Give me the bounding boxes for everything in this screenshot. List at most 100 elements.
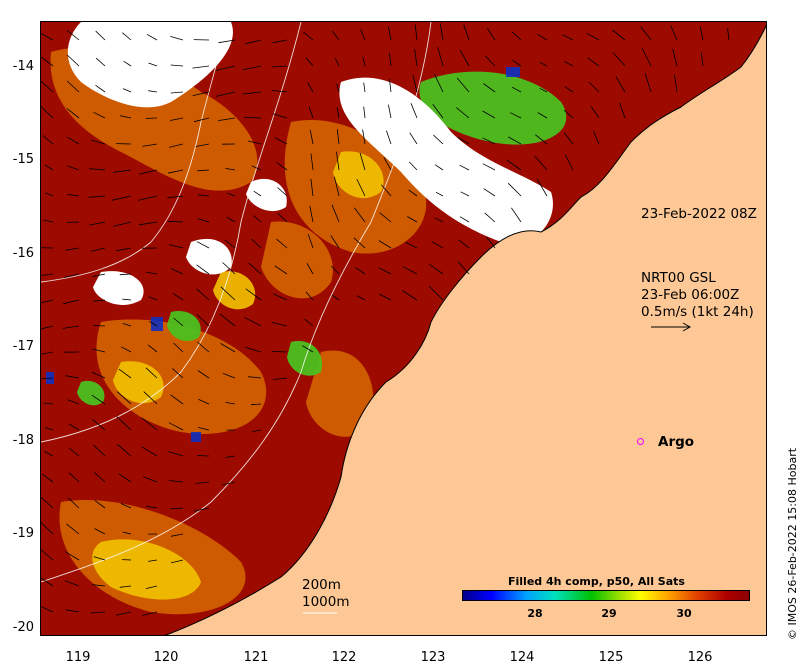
current-vector [428, 263, 444, 275]
current-vector [386, 130, 392, 145]
current-vector [433, 134, 444, 145]
current-vector [41, 351, 54, 355]
current-vector [612, 29, 626, 41]
current-vector [116, 247, 132, 252]
current-vector [672, 48, 678, 67]
current-vector [336, 83, 340, 93]
current-vector [359, 152, 366, 171]
current-vector [41, 299, 54, 304]
current-vector [122, 298, 132, 301]
current-vector [414, 48, 418, 67]
current-vector [457, 136, 470, 145]
current-vector [196, 264, 210, 275]
current-vector [118, 473, 132, 483]
current-vector [218, 117, 236, 121]
current-vector [172, 292, 184, 301]
current-vector [222, 373, 236, 379]
current-vector [336, 129, 340, 145]
current-vector [539, 61, 548, 67]
current-vector [167, 169, 184, 174]
current-vector [116, 443, 132, 457]
y-tick: -17 [12, 339, 34, 354]
current-vector [43, 219, 54, 223]
argo-float-marker[interactable] [637, 438, 644, 445]
current-vector [41, 106, 54, 119]
current-vector [510, 112, 522, 119]
current-vector [220, 343, 236, 353]
current-vector [457, 261, 470, 275]
current-vector [143, 476, 158, 483]
current-vector [251, 238, 262, 249]
current-vector [94, 528, 106, 535]
current-vector [148, 559, 158, 562]
current-vector [410, 103, 418, 119]
current-vector [274, 265, 288, 275]
current-vector [141, 446, 158, 457]
current-vector [170, 91, 184, 94]
current-vector [41, 549, 54, 561]
current-vector [169, 143, 184, 148]
current-vector [362, 129, 366, 145]
current-vector [242, 91, 262, 95]
current-vector [512, 59, 522, 67]
current-vector [619, 102, 626, 119]
current-vector [192, 65, 210, 69]
current-vector [670, 25, 678, 41]
current-vector [309, 129, 314, 145]
sst-yellow-patches [92, 151, 384, 600]
current-vector [142, 611, 158, 616]
current-vector [253, 215, 262, 223]
current-vector [439, 23, 444, 41]
current-vector [216, 65, 236, 71]
current-vector [307, 234, 314, 249]
current-vector [89, 168, 106, 171]
current-vector [41, 273, 54, 276]
current-vector [482, 163, 496, 171]
current-vector [119, 273, 132, 276]
current-vector [227, 192, 236, 197]
sst-map-canvas [41, 22, 766, 635]
current-vector [64, 273, 80, 278]
current-vector [215, 91, 236, 97]
y-tick: -14 [12, 59, 34, 74]
y-tick: -20 [12, 620, 34, 635]
current-vector [354, 207, 366, 223]
current-vector [244, 316, 262, 327]
current-vector [120, 503, 132, 509]
current-vector [511, 207, 522, 223]
current-vector [305, 57, 314, 67]
current-vector [563, 132, 574, 145]
y-tick: -18 [12, 433, 34, 448]
current-vector [90, 611, 106, 614]
current-vector [564, 154, 574, 171]
current-vector [225, 455, 236, 458]
current-vector [93, 299, 106, 302]
current-vector [167, 220, 184, 223]
current-vector [381, 184, 392, 197]
current-vector [222, 262, 236, 275]
x-tick: 125 [598, 650, 624, 665]
current-vector [331, 30, 340, 41]
current-vector [66, 108, 80, 119]
sst-map[interactable] [40, 21, 767, 636]
current-vector [65, 375, 80, 379]
current-vector [219, 313, 236, 327]
colorbar-title: Filled 4h comp, p50, All Sats [508, 575, 685, 588]
current-vector [173, 342, 184, 353]
current-vector [225, 168, 236, 171]
current-vector [67, 30, 80, 41]
current-vector [65, 609, 80, 613]
current-vector [334, 58, 340, 67]
current-vector [170, 36, 184, 41]
current-vector [310, 178, 314, 197]
current-vector [404, 241, 418, 249]
current-vector [197, 194, 210, 197]
current-vector [169, 507, 184, 510]
sst-colorbar [462, 590, 750, 601]
current-vector [95, 84, 106, 93]
current-vector [378, 267, 392, 275]
current-vector [276, 238, 288, 249]
current-vector [170, 64, 184, 67]
current-vector [303, 31, 314, 41]
current-vector [113, 221, 132, 227]
